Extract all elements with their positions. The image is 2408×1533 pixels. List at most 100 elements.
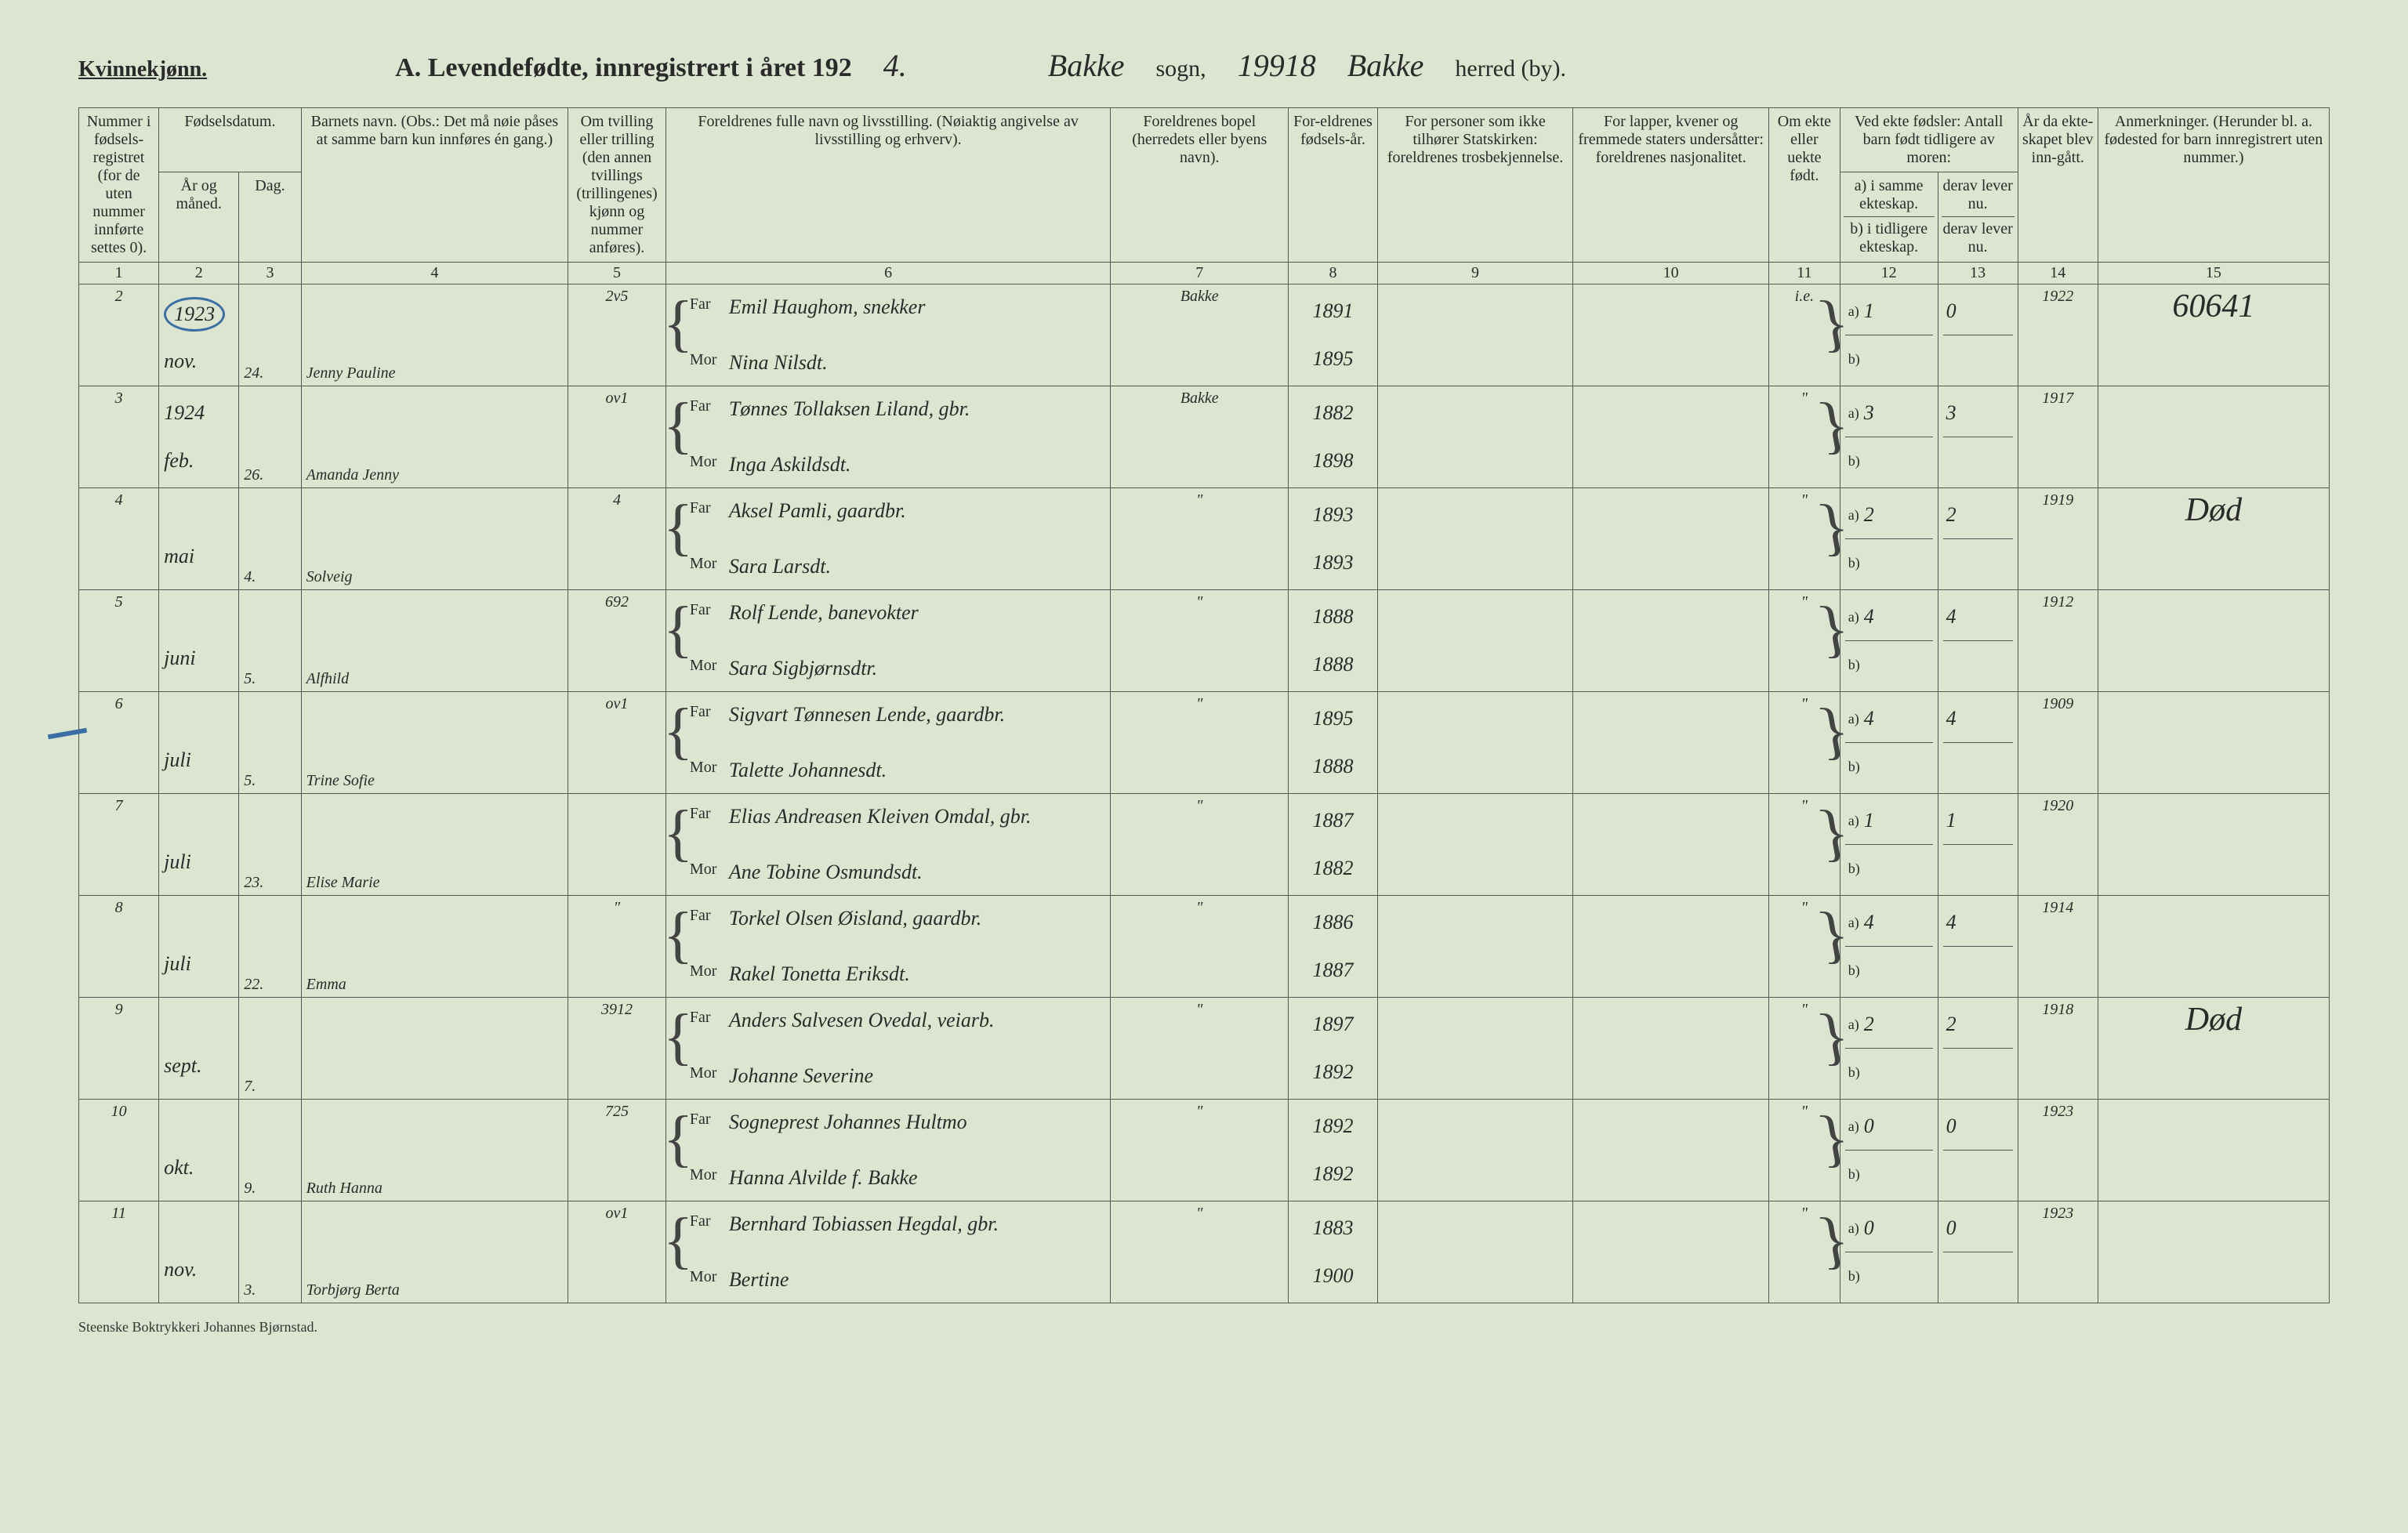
col-12a: a) i samme ekteskap. xyxy=(1844,177,1935,217)
colnum-12: 12 xyxy=(1840,263,1938,284)
father-year: 1895 xyxy=(1293,707,1372,730)
residence: Bakke xyxy=(1111,386,1289,488)
alive-a: 4 xyxy=(1946,911,1956,934)
child-name xyxy=(301,998,568,1100)
birth-month: juni xyxy=(164,647,234,670)
birth-day: 5. xyxy=(239,692,301,794)
father-name: Bernhard Tobiassen Hegdal, gbr. xyxy=(729,1212,999,1236)
prev-children-alive: 4 xyxy=(1938,590,2018,692)
twin-note: " xyxy=(568,896,666,998)
prev-children-same: a)0 b) xyxy=(1840,1201,1938,1303)
twin-note: 692 xyxy=(568,590,666,692)
father-year: 1892 xyxy=(1293,1114,1372,1138)
prev-children-same: a)4 b) xyxy=(1840,896,1938,998)
far-label: Far xyxy=(690,1212,721,1236)
twin-note: 2v5 xyxy=(568,284,666,386)
remarks xyxy=(2098,794,2329,896)
parents-cell: { FarSogneprest Johannes Hultmo MorHanna… xyxy=(665,1100,1110,1201)
mother-year: 1892 xyxy=(1293,1060,1372,1084)
parents-cell: { FarRolf Lende, banevokter MorSara Sigb… xyxy=(665,590,1110,692)
colnum-14: 14 xyxy=(2018,263,2098,284)
prev-children-same: a)3 b) xyxy=(1840,386,1938,488)
birth-month: juli xyxy=(164,748,234,772)
count-a: 0 xyxy=(1864,1114,1874,1138)
row-number: 9 xyxy=(79,998,159,1100)
year-month: juli xyxy=(159,794,239,896)
far-label: Far xyxy=(690,601,721,625)
parent-years: 1895 1888 xyxy=(1289,692,1377,794)
marriage-year: 1909 xyxy=(2018,692,2098,794)
year-month: 1923 nov. xyxy=(159,284,239,386)
marriage-year: 1914 xyxy=(2018,896,2098,998)
table-row: 4 mai 4. Solveig 4 { FarAksel Pamli, gaa… xyxy=(79,488,2330,590)
residence: " xyxy=(1111,692,1289,794)
mother-year: 1892 xyxy=(1293,1162,1372,1186)
colnum-4: 4 xyxy=(301,263,568,284)
marriage-year: 1912 xyxy=(2018,590,2098,692)
father-name: Elias Andreasen Kleiven Omdal, gbr. xyxy=(729,805,1032,828)
far-label: Far xyxy=(690,805,721,828)
col-8-header: For-eldrenes fødsels-år. xyxy=(1289,108,1377,263)
col-4-header: Barnets navn. (Obs.: Det må nøie påses a… xyxy=(301,108,568,263)
nationality xyxy=(1573,692,1769,794)
nationality xyxy=(1573,794,1769,896)
brace-icon: { xyxy=(663,700,693,763)
birth-year: 1924 xyxy=(164,401,234,425)
mother-year: 1887 xyxy=(1293,959,1372,982)
prev-children-alive: 4 xyxy=(1938,692,2018,794)
prev-children-alive: 0 xyxy=(1938,1201,2018,1303)
birth-month: juli xyxy=(164,850,234,874)
brace-icon: { xyxy=(663,292,693,355)
residence: " xyxy=(1111,998,1289,1100)
mother-name: Nina Nilsdt. xyxy=(729,351,828,375)
mor-label: Mor xyxy=(690,861,721,884)
alive-a: 0 xyxy=(1946,1216,1956,1240)
count-a: 1 xyxy=(1864,809,1874,832)
twin-note: 3912 xyxy=(568,998,666,1100)
mother-year: 1900 xyxy=(1293,1264,1372,1288)
residence: " xyxy=(1111,794,1289,896)
birth-day: 3. xyxy=(239,1201,301,1303)
mother-name: Ane Tobine Osmundsdt. xyxy=(729,861,923,884)
row-number: 11 xyxy=(79,1201,159,1303)
legitimate: { " xyxy=(1768,896,1840,998)
col-2b-header: Dag. xyxy=(239,172,301,263)
table-row: 5 juni 5. Alfhild 692 { FarRolf Lende, b… xyxy=(79,590,2330,692)
mother-name: Sara Larsdt. xyxy=(729,555,831,578)
legitimate: { " xyxy=(1768,386,1840,488)
mor-label: Mor xyxy=(690,351,721,375)
table-head: Nummer i fødsels-registret (for de uten … xyxy=(79,108,2330,284)
parents-cell: { FarTorkel Olsen Øisland, gaardbr. MorR… xyxy=(665,896,1110,998)
far-label: Far xyxy=(690,499,721,523)
col-12b: b) i tidligere ekteskap. xyxy=(1844,217,1935,256)
birth-month: nov. xyxy=(164,350,234,373)
brace-icon: { xyxy=(663,802,693,864)
colnum-1: 1 xyxy=(79,263,159,284)
nationality xyxy=(1573,998,1769,1100)
religion xyxy=(1377,488,1573,590)
herred-value: Bakke xyxy=(1347,47,1424,84)
legitimate: { " xyxy=(1768,1201,1840,1303)
col-2a-header: År og måned. xyxy=(159,172,239,263)
legitimate: { " xyxy=(1768,998,1840,1100)
remarks xyxy=(2098,692,2329,794)
remarks xyxy=(2098,1100,2329,1201)
table-row: 10 okt. 9. Ruth Hanna 725 { FarSognepres… xyxy=(79,1100,2330,1201)
parents-cell: { FarTønnes Tollaksen Liland, gbr. MorIn… xyxy=(665,386,1110,488)
religion xyxy=(1377,998,1573,1100)
birth-day: 4. xyxy=(239,488,301,590)
mother-name: Sara Sigbjørnsdtr. xyxy=(729,657,877,680)
mother-year: 1888 xyxy=(1293,755,1372,778)
gender-label: Kvinnekjønn. xyxy=(78,57,207,82)
col-13-sub-header: derav lever nu. derav lever nu. xyxy=(1938,172,2018,263)
table-row: 2 1923 nov. 24. Jenny Pauline 2v5 { FarE… xyxy=(79,284,2330,386)
birth-month: mai xyxy=(164,545,234,568)
mother-year: 1893 xyxy=(1293,551,1372,574)
colnum-15: 15 xyxy=(2098,263,2329,284)
colnum-8: 8 xyxy=(1289,263,1377,284)
father-year: 1888 xyxy=(1293,605,1372,629)
religion xyxy=(1377,284,1573,386)
father-year: 1897 xyxy=(1293,1013,1372,1036)
alive-a: 2 xyxy=(1946,503,1956,527)
count-a: 4 xyxy=(1864,707,1874,730)
